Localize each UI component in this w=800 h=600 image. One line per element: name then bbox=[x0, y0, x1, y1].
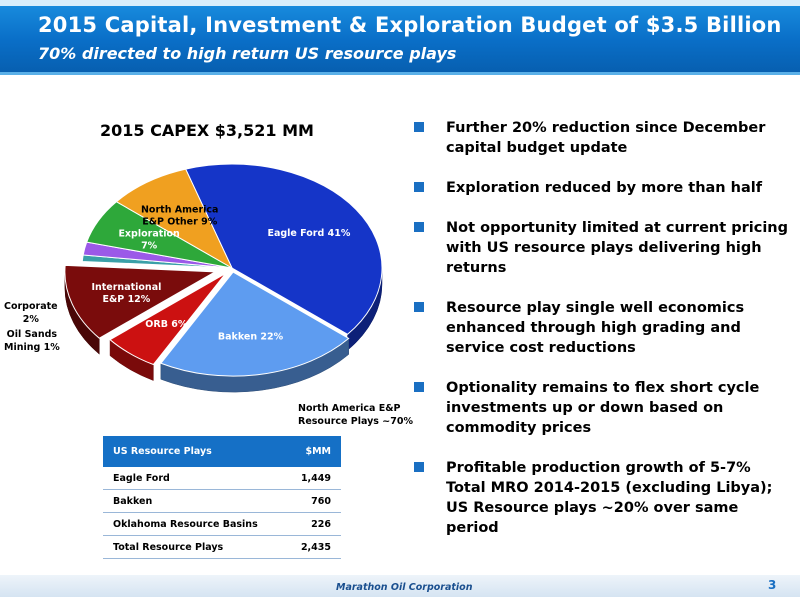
bullet-item: Not opportunity limited at current prici… bbox=[414, 218, 794, 278]
title-banner: 2015 Capital, Investment & Exploration B… bbox=[0, 0, 800, 72]
corporate-label: Corporate 2% bbox=[4, 300, 58, 326]
key-points-list: Further 20% reduction since December cap… bbox=[414, 118, 794, 558]
table-cell-play: Bakken bbox=[103, 489, 286, 513]
bullet-text: Resource play single well economics enha… bbox=[446, 300, 745, 356]
oil-sands-label: Oil Sands Mining 1% bbox=[4, 328, 60, 354]
corporate-label-line1: Corporate bbox=[4, 301, 58, 312]
oil-sands-label-line2: Mining 1% bbox=[4, 342, 60, 353]
pie-slice-orb bbox=[109, 272, 227, 366]
corporate-label-line2: 2% bbox=[22, 314, 39, 325]
bullet-square-icon bbox=[414, 462, 424, 472]
slice-label-eagle-ford: Eagle Ford 41% bbox=[267, 228, 350, 239]
bullet-item: Resource play single well economics enha… bbox=[414, 298, 794, 358]
table-row-total: Total Resource Plays 2,435 bbox=[103, 535, 341, 559]
bullet-square-icon bbox=[414, 122, 424, 132]
slice-label-international-e-p: International E&P 12% bbox=[91, 282, 161, 305]
pie-slice-eagle-ford bbox=[184, 163, 383, 335]
bullet-item: Exploration reduced by more than half bbox=[414, 178, 794, 198]
oil-sands-label-line1: Oil Sands bbox=[6, 329, 58, 340]
table-cell-value: 226 bbox=[285, 512, 341, 536]
footer-bar bbox=[0, 575, 800, 597]
table-header-mm: $MM bbox=[285, 436, 341, 467]
bullet-item: Profitable production growth of 5-7% Tot… bbox=[414, 458, 794, 538]
bullet-item: Optionality remains to flex short cycle … bbox=[414, 378, 794, 438]
pie-slice-international-e-p bbox=[64, 264, 217, 339]
bullet-square-icon bbox=[414, 222, 424, 232]
bullet-text: Further 20% reduction since December cap… bbox=[446, 120, 766, 156]
table-row: Bakken 760 bbox=[103, 489, 341, 513]
bullet-text: Optionality remains to flex short cycle … bbox=[446, 380, 760, 436]
slice-label-exploration: Exploration 7% bbox=[118, 229, 180, 252]
slice-label-north-america-e-p-other: North America E&P Other 9% bbox=[141, 205, 218, 228]
us-resource-plays-table: US Resource Plays $MM Eagle Ford 1,449 B… bbox=[103, 436, 341, 559]
company-name: Marathon Oil Corporation bbox=[336, 582, 473, 593]
pie-slice-north-america-e-p-other bbox=[115, 168, 234, 270]
table-header-plays: US Resource Plays bbox=[103, 436, 286, 467]
table-cell-value: 2,435 bbox=[285, 535, 341, 559]
table-cell-play: Eagle Ford bbox=[103, 467, 286, 490]
bullet-square-icon bbox=[414, 302, 424, 312]
resource-plays-label-line1: North America E&P bbox=[298, 403, 401, 414]
bullet-text: Not opportunity limited at current prici… bbox=[446, 220, 788, 276]
resource-plays-label-line2: Resource Plays ~70% bbox=[298, 416, 413, 427]
resource-plays-label: North America E&P Resource Plays ~70% bbox=[298, 402, 413, 428]
bullet-text: Profitable production growth of 5-7% Tot… bbox=[446, 460, 773, 536]
page-number: 3 bbox=[768, 578, 777, 592]
slide-subtitle: 70% directed to high return US resource … bbox=[38, 44, 457, 63]
chart-title: 2015 CAPEX $3,521 MM bbox=[100, 121, 314, 140]
banner-divider bbox=[0, 72, 800, 75]
table-cell-play: Oklahoma Resource Basins bbox=[103, 512, 286, 536]
table-header-row: US Resource Plays $MM bbox=[103, 436, 341, 467]
bullet-item: Further 20% reduction since December cap… bbox=[414, 118, 794, 158]
bullet-text: Exploration reduced by more than half bbox=[446, 180, 763, 196]
slice-label-orb: ORB 6% bbox=[145, 319, 188, 330]
slice-label-bakken: Bakken 22% bbox=[218, 331, 284, 342]
pie-slice-bakken bbox=[160, 271, 350, 377]
table-cell-play: Total Resource Plays bbox=[103, 535, 286, 559]
banner-highlight bbox=[0, 0, 800, 6]
table-cell-value: 760 bbox=[285, 489, 341, 513]
table-row: Oklahoma Resource Basins 226 bbox=[103, 512, 341, 536]
table-row: Eagle Ford 1,449 bbox=[103, 467, 341, 490]
table-cell-value: 1,449 bbox=[285, 467, 341, 490]
slide-title: 2015 Capital, Investment & Exploration B… bbox=[38, 13, 782, 37]
bullet-square-icon bbox=[414, 382, 424, 392]
bullet-square-icon bbox=[414, 182, 424, 192]
